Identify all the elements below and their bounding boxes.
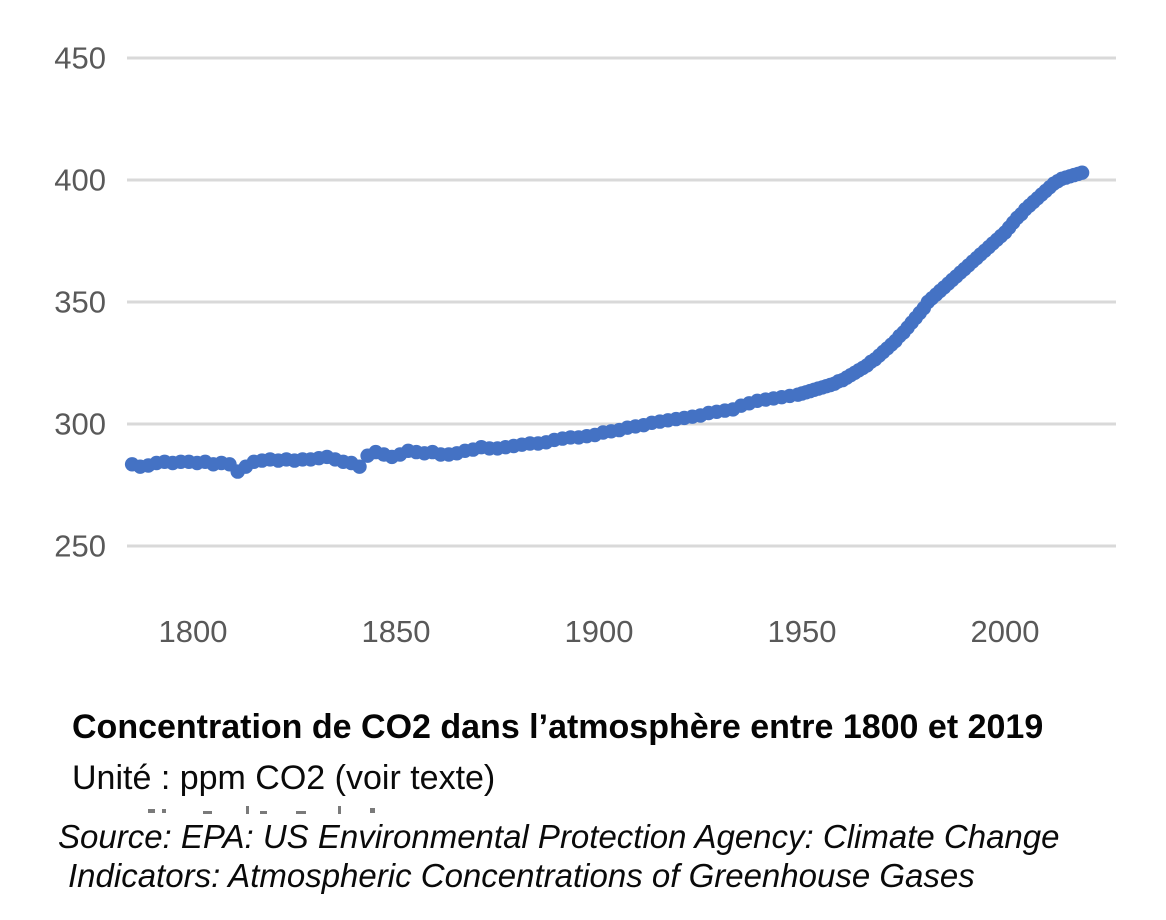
x-axis-tick-labels: 1800 1850 1900 1950 2000	[159, 614, 1040, 649]
x-tick-label-1900: 1900	[565, 614, 634, 649]
co2-scatter-chart: 450 400 350 300 250 1800 1850 1900 1950 2000	[54, 41, 1116, 649]
x-tick-label-1850: 1850	[362, 614, 431, 649]
data-point	[352, 459, 367, 474]
data-point	[1074, 165, 1090, 180]
chart-source-line2: Indicators: Atmospheric Concentrations o…	[68, 857, 975, 894]
x-tick-label-2000: 2000	[971, 614, 1040, 649]
chart-title: Concentration de CO2 dans l’atmosphère e…	[72, 708, 1044, 746]
chart-source-line1: Source: EPA: US Environmental Protection…	[58, 818, 1060, 855]
y-tick-label-300: 300	[54, 407, 106, 442]
cropped-text-artifact	[148, 806, 375, 814]
y-axis-tick-labels: 450 400 350 300 250	[54, 41, 106, 564]
y-tick-label-350: 350	[54, 285, 106, 320]
y-tick-label-250: 250	[54, 529, 106, 564]
gridlines	[127, 56, 1116, 548]
x-tick-label-1950: 1950	[768, 614, 837, 649]
y-tick-label-450: 450	[54, 41, 106, 76]
data-points	[124, 165, 1090, 479]
y-tick-label-400: 400	[54, 163, 106, 198]
x-tick-label-1800: 1800	[159, 614, 228, 649]
chart-unit-note: Unité : ppm CO2 (voir texte)	[72, 759, 496, 797]
